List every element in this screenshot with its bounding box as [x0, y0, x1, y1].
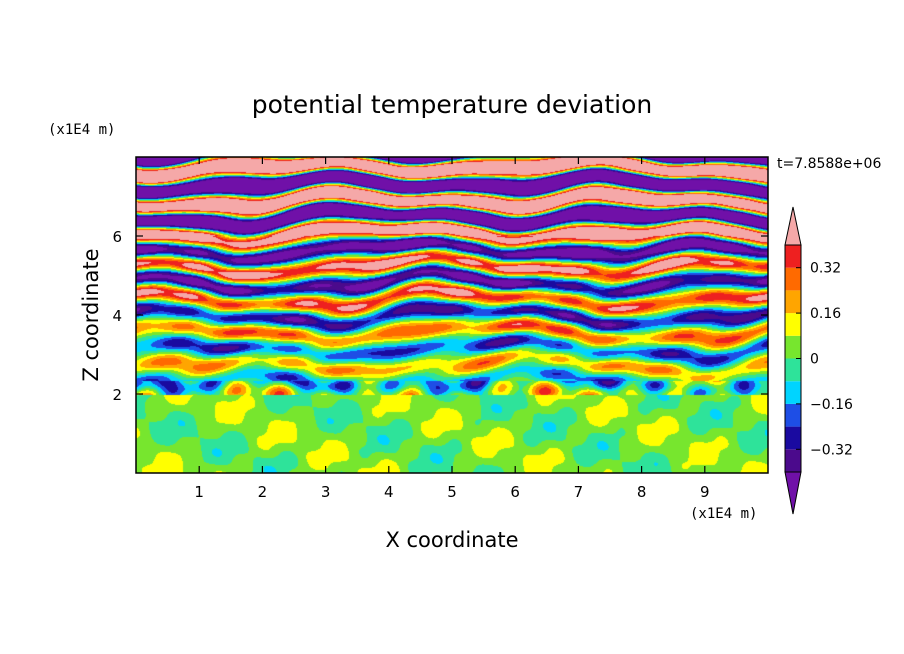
y-tick-label: 2: [112, 386, 122, 404]
plot-area: [136, 157, 768, 473]
chart-title: potential temperature deviation: [252, 90, 652, 119]
x-tick-label: 1: [194, 483, 204, 501]
colorbar-bin: [785, 245, 801, 268]
colorbar-bin: [785, 290, 801, 314]
colorbar: −0.32 −0.16 0 0.16 0.32: [784, 206, 853, 515]
time-label: t=7.8588e+06: [777, 156, 881, 172]
colorbar-bin: [785, 426, 801, 450]
y-axis-label: Z coordinate: [79, 248, 103, 381]
colorbar-tick-label: 0: [810, 352, 819, 368]
x-tick-label: 9: [700, 483, 710, 501]
y-axis: 2 4 6: [112, 228, 768, 404]
x-tick-label: 5: [447, 483, 457, 501]
x-tick-label: 2: [258, 483, 268, 501]
x-axis-label: X coordinate: [385, 528, 518, 552]
y-tick-label: 6: [112, 228, 122, 246]
colorbar-tick-label: −0.16: [810, 397, 853, 413]
contour-field: [136, 157, 768, 473]
x-tick-label: 6: [510, 483, 520, 501]
x-unit-label: (x1E4 m): [690, 506, 757, 522]
x-tick-label: 4: [384, 483, 394, 501]
y-unit-label: (x1E4 m): [48, 122, 115, 138]
colorbar-bin: [785, 358, 801, 382]
colorbar-bin: [785, 335, 801, 359]
colorbar-bin: [785, 403, 801, 427]
colorbar-bin: [785, 267, 801, 291]
y-tick-label: 4: [112, 307, 122, 325]
x-axis: 1 2 3 4 5 6 7 8 9: [194, 157, 710, 501]
colorbar-bin: [785, 381, 801, 404]
colorbar-tick-label: 0.16: [810, 306, 841, 322]
x-tick-label: 8: [637, 483, 647, 501]
colorbar-bin: [785, 313, 801, 336]
colorbar-bin: [785, 449, 801, 472]
colorbar-tick-label: 0.32: [810, 261, 841, 277]
x-tick-label: 3: [321, 483, 331, 501]
colorbar-tick-label: −0.32: [810, 442, 853, 458]
x-tick-label: 7: [574, 483, 584, 501]
